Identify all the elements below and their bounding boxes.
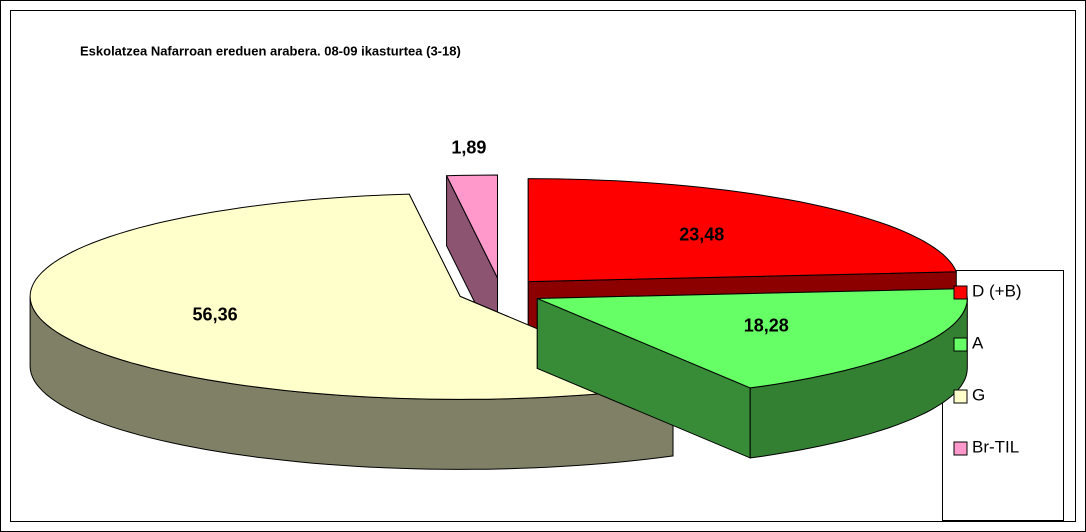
legend-label: D (+B) <box>972 281 1022 300</box>
legend-swatch <box>953 285 968 300</box>
slice <box>537 288 968 389</box>
legend: D (+B) A G Br-TIL <box>953 281 1022 456</box>
slice <box>445 174 499 279</box>
chart-title: Eskolatzea Nafarroan ereduen arabera. 08… <box>80 43 461 58</box>
slice <box>29 193 675 400</box>
data-label: 18,28 <box>744 316 789 336</box>
legend-swatch <box>953 441 968 456</box>
legend-label: Br-TIL <box>972 437 1019 456</box>
legend-swatch <box>953 389 968 404</box>
slice <box>527 178 958 283</box>
data-label: 23,48 <box>679 225 724 245</box>
legend-label: G <box>972 385 985 404</box>
legend-swatch <box>953 337 968 352</box>
data-label: 56,36 <box>193 304 238 324</box>
legend-label: A <box>972 333 984 352</box>
pie: 23,48 18,28 56,36 1,89 <box>29 138 968 470</box>
data-label: 1,89 <box>451 138 486 158</box>
